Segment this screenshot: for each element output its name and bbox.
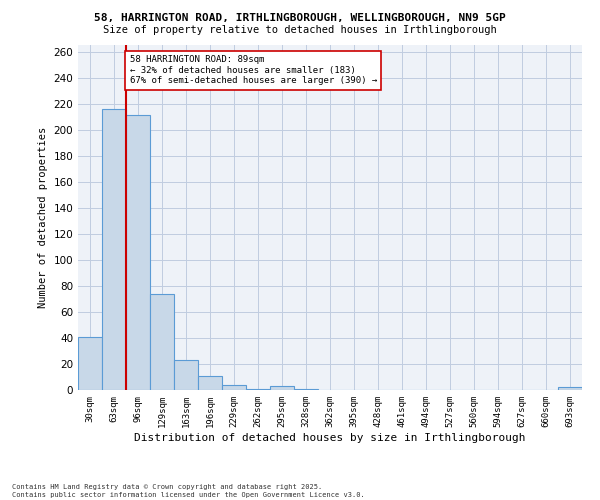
Text: 58, HARRINGTON ROAD, IRTHLINGBOROUGH, WELLINGBOROUGH, NN9 5GP: 58, HARRINGTON ROAD, IRTHLINGBOROUGH, WE… bbox=[94, 12, 506, 22]
Bar bbox=[558, 388, 582, 390]
Text: Contains HM Land Registry data © Crown copyright and database right 2025.
Contai: Contains HM Land Registry data © Crown c… bbox=[12, 484, 365, 498]
Bar bbox=[150, 294, 174, 390]
Bar bbox=[174, 360, 198, 390]
Y-axis label: Number of detached properties: Number of detached properties bbox=[38, 127, 48, 308]
Bar bbox=[126, 116, 150, 390]
Bar bbox=[246, 388, 270, 390]
Bar bbox=[78, 336, 102, 390]
Bar bbox=[222, 385, 246, 390]
Text: Size of property relative to detached houses in Irthlingborough: Size of property relative to detached ho… bbox=[103, 25, 497, 35]
Text: 58 HARRINGTON ROAD: 89sqm
← 32% of detached houses are smaller (183)
67% of semi: 58 HARRINGTON ROAD: 89sqm ← 32% of detac… bbox=[130, 56, 377, 85]
Bar bbox=[198, 376, 222, 390]
X-axis label: Distribution of detached houses by size in Irthlingborough: Distribution of detached houses by size … bbox=[134, 432, 526, 442]
Bar bbox=[270, 386, 294, 390]
Bar bbox=[294, 388, 318, 390]
Bar bbox=[102, 109, 126, 390]
